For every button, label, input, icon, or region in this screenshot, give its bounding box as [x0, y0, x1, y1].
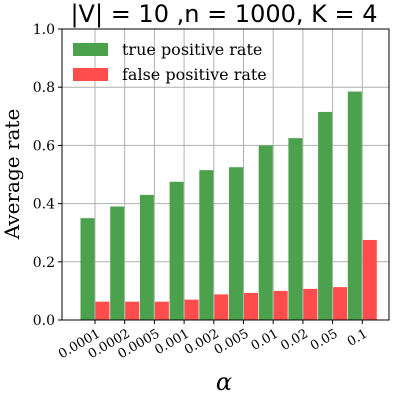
legend: true positive rate false positive rate	[73, 40, 267, 84]
y-tick-label: 0.2	[33, 255, 55, 271]
y-tick-label: 1.0	[33, 22, 55, 38]
bar-true-positive-1	[110, 206, 125, 320]
bar-false-positive-3	[184, 299, 199, 320]
y-axis-label: Average rate	[0, 109, 24, 241]
legend-swatch-0	[73, 43, 108, 56]
bar-true-positive-5	[229, 167, 243, 320]
bar-false-positive-2	[154, 301, 169, 320]
bars	[80, 91, 377, 320]
x-tick-label: 0.005	[212, 326, 252, 358]
legend-label-1: false positive rate	[122, 65, 267, 84]
x-tick-label: 0.05	[308, 326, 341, 353]
bar-false-positive-9	[362, 239, 377, 320]
bar-false-positive-1	[125, 301, 140, 320]
x-tick-label: 0.02	[278, 326, 311, 353]
legend-swatch-1	[73, 68, 108, 81]
bar-false-positive-4	[214, 294, 229, 320]
chart-title: |V| = 10 ,n = 1000, K = 4	[70, 0, 377, 28]
axes-frame	[61, 28, 390, 321]
bar-true-positive-0	[80, 218, 95, 320]
bar-true-positive-8	[318, 111, 333, 320]
x-axis-ticks: 0.00010.00020.00050.0010.0020.0050.010.0…	[56, 320, 370, 362]
bar-true-positive-7	[288, 138, 303, 320]
x-axis-label: α	[216, 368, 232, 396]
bar-true-positive-2	[139, 194, 154, 320]
x-tick-label: 0.1	[345, 326, 370, 349]
y-axis-ticks: 0.0 0.2 0.4 0.6 0.8 1.0	[33, 22, 62, 329]
bar-false-positive-8	[333, 287, 348, 320]
bar-false-positive-5	[244, 292, 258, 320]
bar-true-positive-4	[199, 170, 214, 320]
y-tick-label: 0.6	[33, 138, 55, 154]
y-tick-label: 0.0	[33, 313, 55, 329]
bar-false-positive-0	[95, 301, 110, 320]
bar-true-positive-9	[347, 91, 362, 320]
y-tick-label: 0.8	[33, 80, 55, 96]
bar-false-positive-7	[303, 288, 318, 320]
bar-true-positive-6	[258, 145, 273, 320]
bar-true-positive-3	[169, 181, 184, 320]
bar-false-positive-6	[273, 290, 288, 320]
legend-label-0: true positive rate	[122, 40, 262, 59]
x-tick-label: 0.01	[249, 326, 282, 353]
y-tick-label: 0.4	[33, 197, 55, 213]
